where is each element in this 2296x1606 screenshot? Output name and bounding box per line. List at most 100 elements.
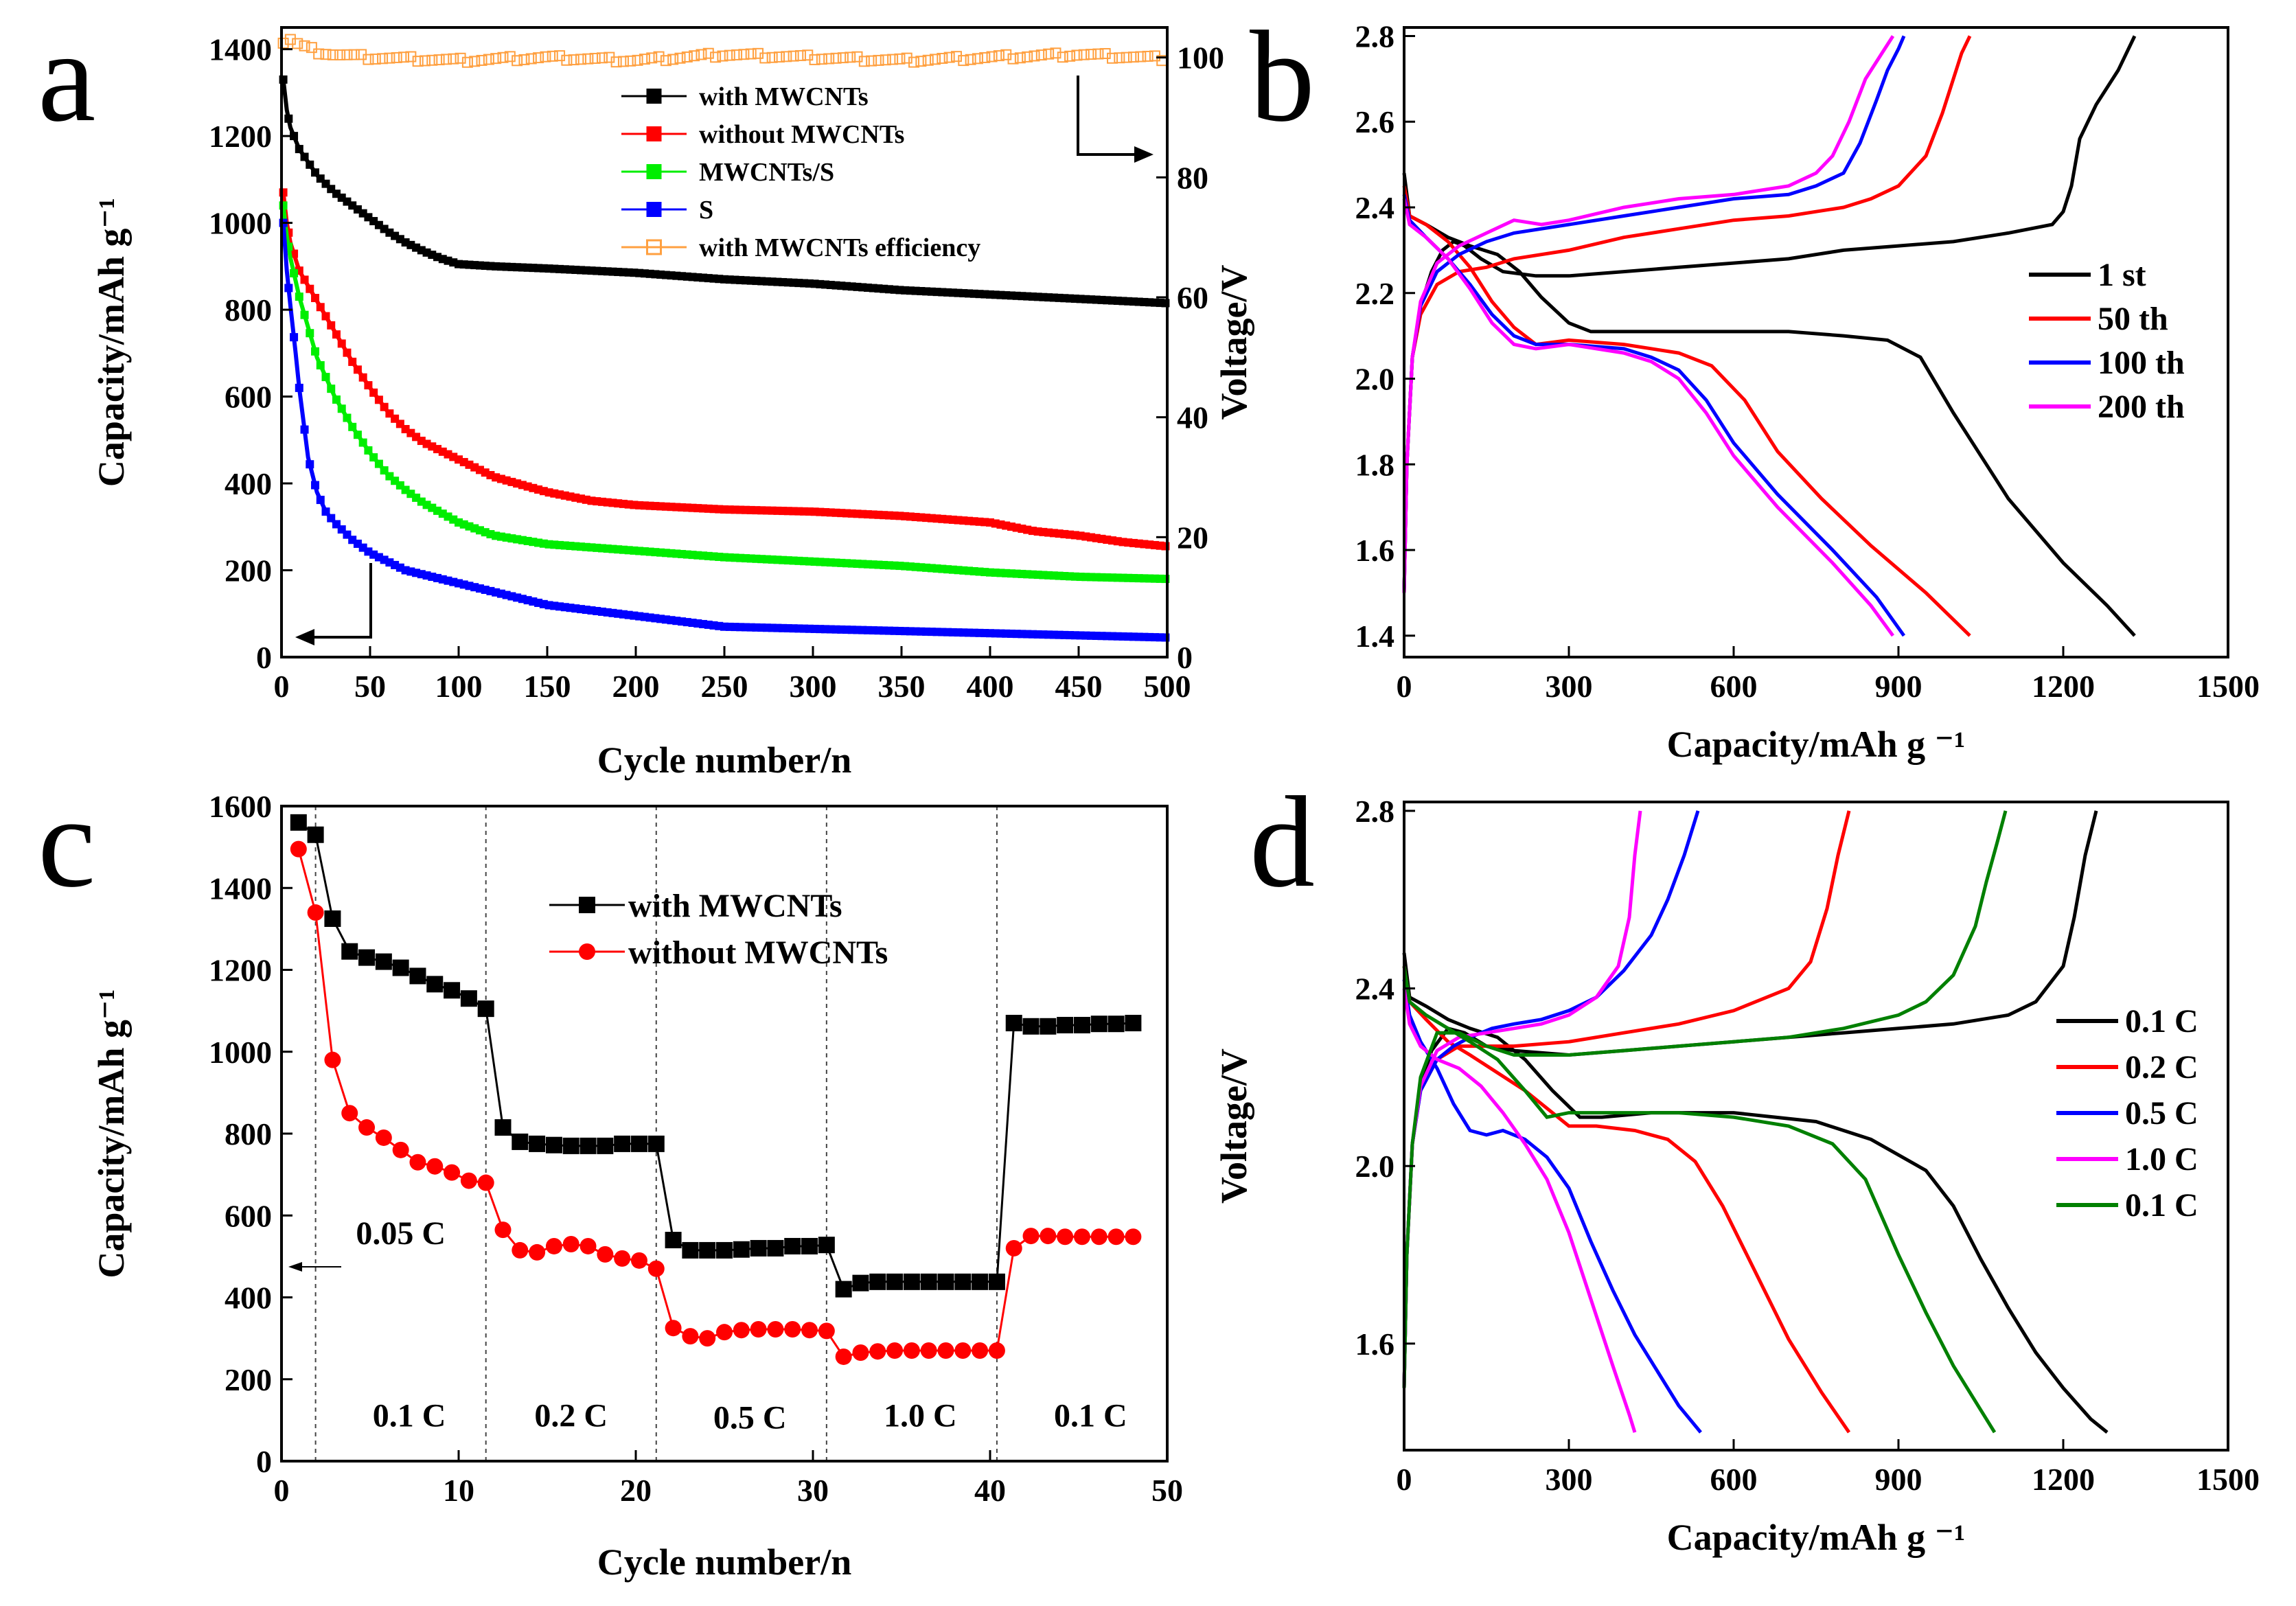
series-marker-1 (750, 1321, 767, 1338)
series-marker-3 (316, 496, 325, 505)
series-marker-1 (358, 373, 367, 382)
series-marker-0 (886, 1273, 904, 1290)
series-marker-1 (343, 348, 352, 357)
panel-a-y2tick-label: 80 (1177, 160, 1208, 195)
series-marker-1 (597, 1246, 614, 1263)
series-marker-3 (300, 425, 309, 434)
series-marker-0 (311, 168, 320, 177)
series-marker-1 (364, 381, 373, 390)
legend-label-3: S (699, 196, 713, 225)
legend-label-1: 50 th (2098, 301, 2168, 337)
series-marker-2 (358, 438, 367, 447)
series-discharge-1 (1402, 965, 1851, 1434)
panel-a-y2tick-label: 40 (1177, 400, 1208, 435)
series-efficiency-marker (1107, 52, 1118, 64)
panel-d-xtick-label: 600 (1710, 1462, 1758, 1497)
series-efficiency-marker (731, 49, 743, 60)
panel-d-ytick-label: 2.8 (1355, 794, 1395, 829)
series-marker-1 (332, 330, 341, 339)
series-marker-0 (972, 1273, 989, 1290)
series-marker-1 (358, 1119, 376, 1136)
series-efficiency-marker (830, 52, 842, 64)
series-marker-0 (1073, 1016, 1090, 1033)
rate-arrow-head (288, 1262, 302, 1272)
panel-b-xtick-label: 600 (1710, 669, 1758, 704)
series-discharge-1 (1402, 185, 1971, 637)
series-marker-1 (477, 1174, 494, 1191)
panel-c-ylabel: Capacity/mAh g⁻¹ (91, 989, 132, 1278)
series-efficiency-marker (433, 54, 445, 66)
series-marker-1 (444, 1164, 461, 1181)
series-marker-0 (750, 1239, 767, 1257)
legend-label-3: 200 th (2098, 389, 2185, 425)
panel-b-xlabel: Capacity/mAh g ⁻¹ (1667, 724, 1966, 765)
series-efficiency-marker (448, 53, 459, 65)
panel-b-xtick-label: 0 (1397, 669, 1412, 704)
series-marker-0 (835, 1281, 852, 1298)
series-efficiency-marker (483, 54, 494, 65)
panel-letter-c: c (38, 770, 95, 915)
series-efficiency-marker (794, 49, 806, 61)
panel-c-ytick-label: 200 (225, 1362, 272, 1397)
series-efficiency-marker (1127, 51, 1139, 63)
series-efficiency-marker (512, 55, 523, 67)
series-marker-0 (1005, 1015, 1022, 1032)
series-efficiency-marker (284, 34, 296, 45)
panel-d-xtick-label: 300 (1546, 1462, 1593, 1497)
series-marker-0 (290, 814, 307, 831)
legend-label-4: 0.1 C (2125, 1187, 2199, 1224)
series-efficiency-marker (667, 54, 679, 65)
series-line-0 (281, 79, 1168, 306)
series-efficiency-marker (724, 49, 735, 61)
series-marker-0 (597, 1137, 614, 1154)
series-efficiency-marker (363, 54, 374, 65)
legend-label-1: 0.2 C (2125, 1049, 2199, 1086)
series-marker-1 (1090, 1228, 1107, 1246)
series-efficiency-marker (617, 56, 629, 67)
series-marker-1 (300, 275, 309, 284)
series-marker-0 (324, 910, 341, 927)
panel-d-ytick-label: 2.4 (1355, 972, 1395, 1007)
series-marker-1 (937, 1342, 954, 1360)
rate-label-3: 0.5 C (713, 1399, 787, 1436)
series-marker-1 (835, 1348, 852, 1365)
panel-c-ytick-label: 1400 (209, 871, 272, 906)
series-marker-1 (290, 840, 307, 858)
series-marker-1 (1005, 1239, 1022, 1257)
panel-b-ytick-label: 2.4 (1355, 190, 1395, 225)
series-marker-0 (392, 959, 409, 976)
legend-label-0: 1 st (2098, 257, 2146, 293)
series-efficiency-marker (561, 54, 573, 66)
series-efficiency-marker (1007, 53, 1019, 65)
series-efficiency-marker (1086, 49, 1097, 60)
series-efficiency-marker (689, 50, 700, 62)
series-efficiency-marker (930, 54, 941, 65)
series-marker-0 (988, 1273, 1005, 1290)
rate-label-0: 0.05 C (356, 1215, 446, 1252)
legend-label-2: 100 th (2098, 345, 2185, 381)
series-marker-0 (937, 1273, 954, 1290)
series-efficiency-marker (299, 40, 310, 51)
series-marker-3 (295, 383, 303, 392)
panel-a-y2tick-label: 0 (1177, 640, 1193, 675)
series-efficiency-marker (1135, 51, 1147, 62)
series-efficiency-marker (646, 52, 658, 64)
series-marker-1 (665, 1320, 682, 1337)
legend-marker-2 (646, 164, 662, 179)
series-charge-3 (1402, 35, 1895, 593)
series-efficiency-marker (773, 51, 785, 63)
series-charge-1 (1402, 35, 1972, 593)
series-marker-0 (1107, 1016, 1125, 1033)
chart-panel-d: 0 300 600 900 1200 1500 Capacity/mAh g ⁻¹ 1.6 2.… (1213, 794, 2260, 1558)
series-efficiency-marker (674, 52, 686, 64)
series-efficiency-marker (1092, 48, 1104, 60)
series-efficiency-marker (1043, 48, 1055, 60)
panel-b-ytick-label: 2.2 (1355, 276, 1395, 311)
panel-a-ytick-label: 1200 (209, 119, 272, 154)
right-axis-arrow (1077, 76, 1140, 156)
series-efficiency-marker (950, 51, 962, 62)
series-marker-1 (353, 365, 362, 374)
series-efficiency-marker (476, 54, 487, 66)
series-efficiency-marker (943, 51, 955, 63)
